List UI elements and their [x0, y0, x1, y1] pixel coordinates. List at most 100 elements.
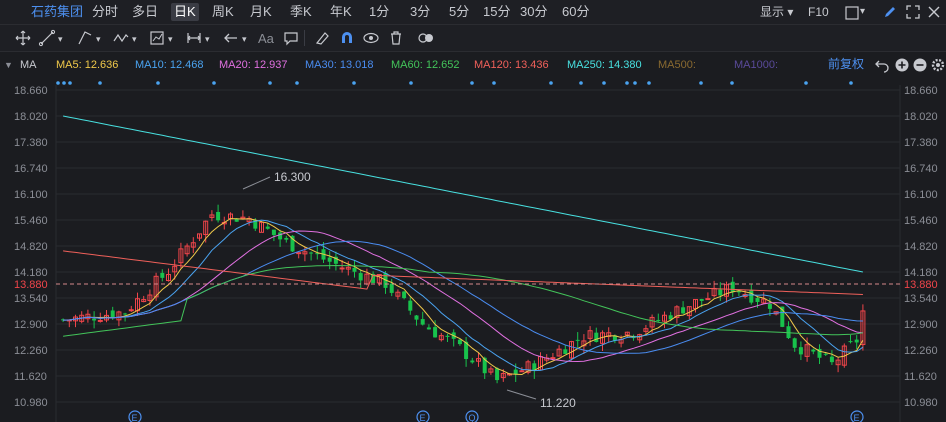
candle-body-down: [829, 356, 834, 363]
candle-body-down: [470, 360, 475, 363]
candle-body-down: [290, 235, 295, 252]
magnet-icon[interactable]: [338, 29, 356, 47]
candle-body-down: [482, 357, 487, 374]
candle-body-down: [656, 319, 661, 321]
ma-indicator-label[interactable]: MA10: 12.468: [135, 59, 204, 71]
ma-indicator-label[interactable]: MA120: 13.436: [474, 59, 549, 71]
ma20-line: [63, 230, 863, 363]
adjust-button[interactable]: 前复权: [828, 57, 865, 71]
period-tab[interactable]: 月K: [250, 4, 272, 19]
period-tab[interactable]: 分时: [92, 4, 119, 19]
low-leader: [506, 389, 537, 400]
event-marker: [465, 410, 479, 422]
candle-body-down: [811, 349, 816, 352]
signal-dot: [212, 81, 216, 85]
arrow-left-icon[interactable]: [222, 29, 240, 47]
y-tick-label-left: 16.740: [14, 163, 48, 175]
move-icon[interactable]: [14, 29, 32, 47]
event-marker-label: E: [854, 413, 860, 422]
chevron-down-icon[interactable]: ▾: [58, 34, 63, 44]
signal-dot: [56, 81, 60, 85]
period-tab[interactable]: 5分: [449, 4, 470, 19]
period-tab[interactable]: 多日: [132, 4, 159, 19]
add-icon[interactable]: [894, 57, 910, 73]
period-tab[interactable]: 30分: [520, 4, 548, 19]
trash-icon[interactable]: [387, 29, 405, 47]
line-tool-icon[interactable]: [38, 29, 56, 47]
chevron-down-icon[interactable]: ▾: [168, 34, 173, 44]
candle-body-down: [848, 341, 853, 343]
chevron-down-icon[interactable]: ▾: [242, 34, 247, 44]
candle-body-down: [513, 369, 518, 375]
pen-icon[interactable]: [882, 4, 898, 20]
checkbox-icon[interactable]: [844, 5, 860, 21]
settings-icon[interactable]: [930, 57, 946, 73]
kline-chart[interactable]: 18.660 18.020 17.380 16.740 16.100 15.460 14.8…: [0, 85, 946, 422]
ma-indicator-label[interactable]: MA20: 12.937: [219, 59, 288, 71]
y-tick-label-right: 18.660: [904, 85, 938, 97]
ma-indicator-label[interactable]: MA250: 14.380: [567, 59, 642, 71]
high-price-annotation: 16.300: [274, 170, 311, 184]
signal-dot: [804, 81, 808, 85]
eraser-icon[interactable]: [313, 29, 331, 47]
period-tab[interactable]: 1分: [369, 4, 390, 19]
comment-icon[interactable]: [282, 29, 300, 47]
range-tool-icon[interactable]: [185, 29, 203, 47]
event-marker-label: E: [132, 413, 138, 422]
period-tab[interactable]: 周K: [212, 4, 234, 19]
display-menu[interactable]: 显示 ▾: [760, 5, 794, 19]
chart-tool-icon[interactable]: [148, 29, 166, 47]
period-tab[interactable]: 60分: [562, 4, 590, 19]
stock-name[interactable]: 石药集团: [31, 4, 84, 19]
event-marker: [416, 410, 430, 422]
y-tick-label-right: 12.260: [904, 345, 938, 357]
toggle-icon[interactable]: [417, 29, 435, 47]
chevron-down-icon[interactable]: ▾: [860, 6, 866, 17]
top-toolbar: 石药集团 分时 多日 日K 周K 月K 季K 年K 1分 3分 5分 15分 30分 60分 显示 ▾ …: [0, 0, 946, 25]
remove-icon[interactable]: [912, 57, 928, 73]
chevron-down-icon[interactable]: ▾: [205, 34, 210, 44]
close-icon[interactable]: [926, 4, 942, 20]
fullscreen-icon[interactable]: [905, 4, 921, 20]
ma-indicator-label[interactable]: MA5: 12.636: [56, 59, 119, 71]
candle-body-down: [457, 339, 462, 345]
candle-body-up: [804, 344, 810, 357]
undo-icon[interactable]: [874, 57, 890, 73]
candle-body-down: [234, 218, 239, 222]
signal-dot: [98, 81, 102, 85]
candle-body-down: [327, 257, 332, 262]
candle-body-down: [445, 335, 450, 337]
ma-indicator-label[interactable]: MA1000:: [734, 59, 779, 71]
y-tick-label-right: 14.820: [904, 241, 938, 253]
period-tab[interactable]: 15分: [483, 4, 511, 19]
channel-tool-icon[interactable]: [76, 29, 94, 47]
current-price-tag-right: [902, 277, 946, 291]
eye-icon[interactable]: [362, 29, 380, 47]
ma-label[interactable]: MA: [20, 59, 37, 71]
ma-indicator-label[interactable]: MA30: 13.018: [305, 59, 374, 71]
ma-indicator-label[interactable]: MA60: 12.652: [391, 59, 460, 71]
candle-body-up: [693, 298, 698, 309]
candle-body-down: [792, 338, 797, 348]
period-tab[interactable]: 年K: [330, 4, 352, 19]
chevron-down-icon[interactable]: ▾: [96, 34, 101, 44]
ma10-line: [63, 219, 864, 372]
text-tool-icon[interactable]: Aa: [258, 31, 274, 46]
divider: [304, 30, 305, 46]
period-tab[interactable]: 季K: [290, 4, 312, 19]
y-tick-label-left: 14.820: [14, 241, 48, 253]
candle-body-up: [190, 242, 196, 248]
y-tick-label-right: 11.620: [904, 371, 937, 383]
period-tab[interactable]: 3分: [410, 4, 431, 19]
chevron-down-icon[interactable]: ▾: [132, 34, 137, 44]
candle-body-down: [352, 267, 357, 272]
f10-button[interactable]: F10: [808, 5, 829, 19]
low-price-annotation: 11.220: [540, 396, 576, 410]
drawing-toolbar: ▾ ▾ ▾ ▾ ▾ ▾ Aa: [0, 25, 946, 52]
ma-indicator-label[interactable]: MA500:: [658, 59, 696, 71]
candle-body-down: [216, 211, 221, 221]
collapse-icon[interactable]: ▼: [4, 60, 13, 70]
wave-tool-icon[interactable]: [112, 29, 130, 47]
signal-dot: [62, 81, 66, 85]
period-tab[interactable]: 日K: [171, 3, 199, 21]
